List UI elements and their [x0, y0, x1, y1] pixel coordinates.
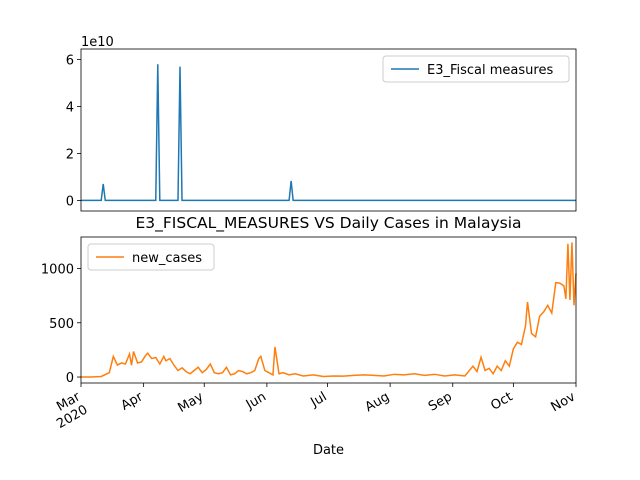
y-tick-label: 0 — [66, 194, 74, 209]
x-tick-label: Apr — [119, 389, 147, 414]
legend-box — [87, 243, 215, 271]
y-tick-label: 1000 — [41, 262, 74, 277]
x-tick-label: Sep — [426, 389, 455, 414]
y-tick-label: 0 — [66, 371, 74, 386]
x-tick-label: Jul — [308, 389, 330, 410]
y-tick-label: 500 — [49, 317, 74, 332]
x-axis-label: Date — [313, 443, 344, 458]
y-offset-label: 1e10 — [81, 35, 114, 50]
x-tick-label: Nov — [549, 389, 579, 415]
series-line — [81, 64, 576, 202]
x-tick-label: Jun — [243, 389, 269, 413]
x-tick-label: Mar2020 — [47, 389, 91, 432]
y-tick-label: 4 — [66, 101, 74, 116]
y-tick-label: 2 — [66, 147, 74, 162]
x-tick-label: Aug — [363, 389, 392, 415]
axes-frame — [80, 236, 577, 384]
legend-box — [382, 55, 570, 83]
legend-label: E3_Fiscal measures — [427, 63, 553, 78]
y-tick-label: 6 — [66, 54, 74, 69]
x-tick-label: Oct — [488, 389, 515, 413]
chart-title: E3_FISCAL_MEASURES VS Daily Cases in Mal… — [135, 214, 521, 233]
x-tick-label: May — [175, 389, 206, 416]
legend-label: new_cases — [132, 251, 202, 266]
axes-frame — [80, 48, 577, 212]
series-line — [81, 242, 577, 378]
